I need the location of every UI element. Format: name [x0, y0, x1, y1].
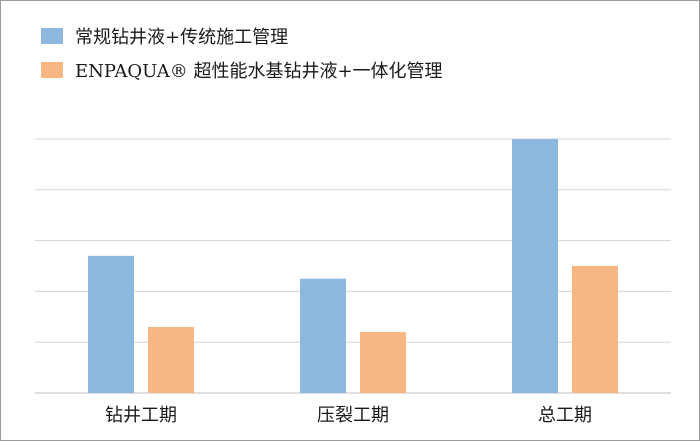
bar-2-2 — [360, 332, 406, 393]
legend-swatch-series-1 — [41, 28, 63, 44]
bar-1-2 — [300, 278, 346, 393]
bar-2-3 — [572, 266, 618, 393]
legend: 常规钻井液+传统施工管理 ENPAQUA® 超性能水基钻井液+一体化管理 — [41, 19, 443, 87]
x-tick-label: 钻井工期 — [105, 405, 177, 426]
bar-1-1 — [88, 255, 134, 393]
legend-label-series-1: 常规钻井液+传统施工管理 — [75, 27, 289, 48]
legend-label-series-2: ENPAQUA® 超性能水基钻井液+一体化管理 — [75, 61, 443, 82]
legend-item-series-1: 常规钻井液+传统施工管理 — [41, 19, 443, 53]
legend-item-series-2: ENPAQUA® 超性能水基钻井液+一体化管理 — [41, 53, 443, 87]
x-tick-label: 总工期 — [538, 405, 592, 426]
bar-2-1 — [148, 326, 194, 393]
x-tick-label: 压裂工期 — [317, 405, 389, 426]
legend-swatch-series-2 — [41, 62, 63, 78]
bar-1-3 — [512, 139, 558, 393]
